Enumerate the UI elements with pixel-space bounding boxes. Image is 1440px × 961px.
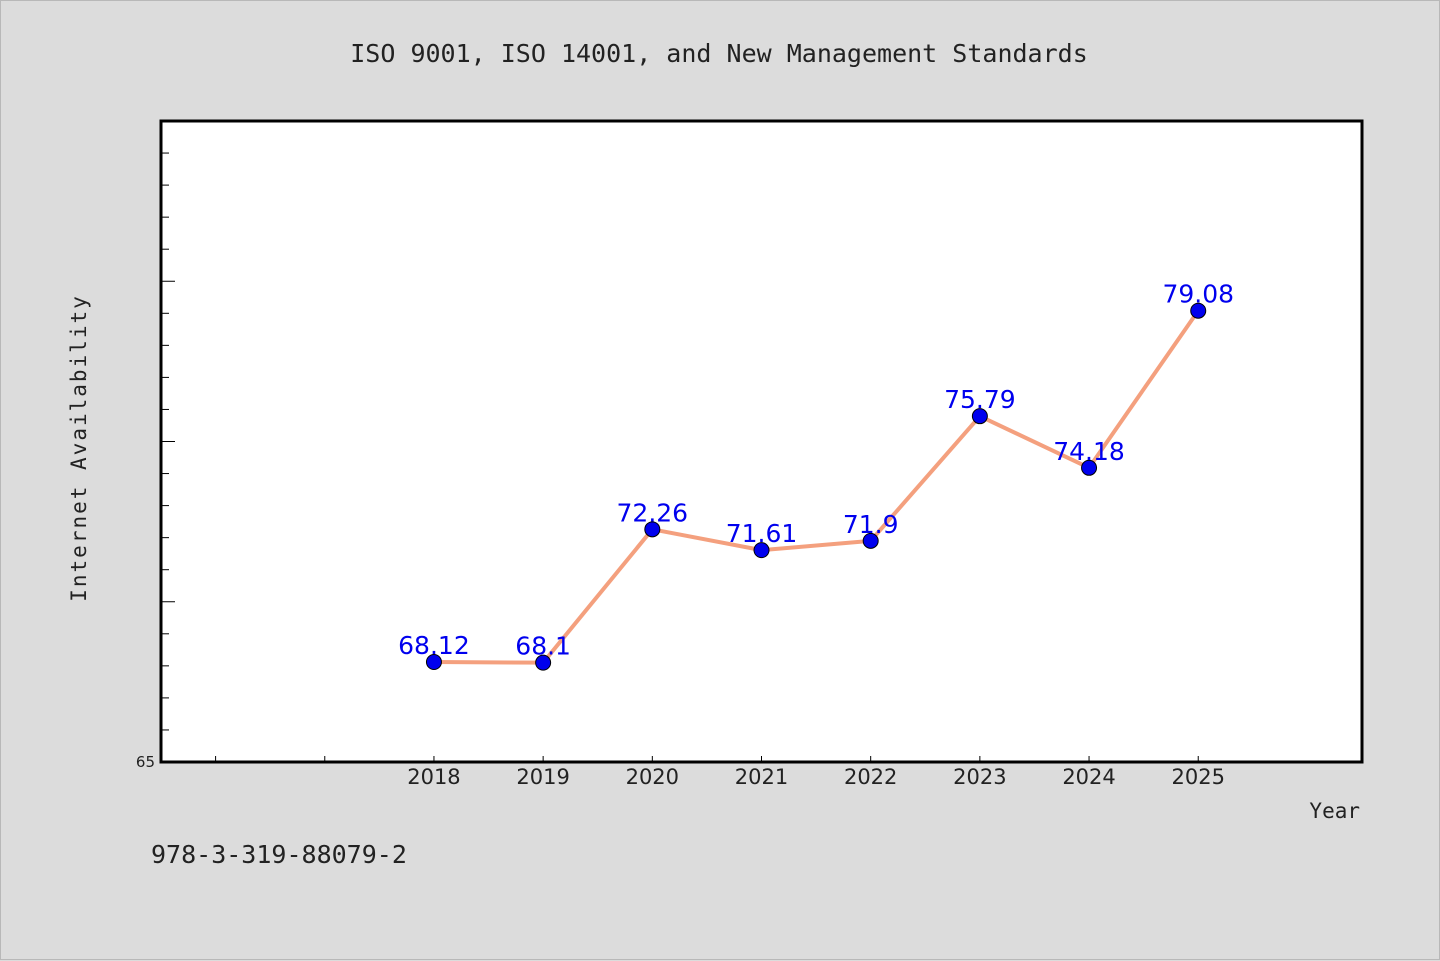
chart-title: ISO 9001, ISO 14001, and New Management … [350, 39, 1088, 68]
data-point [1081, 459, 1098, 476]
data-point [862, 532, 879, 549]
x-axis-label: Year [1309, 799, 1360, 823]
data-point [535, 654, 552, 671]
data-label: 71.9 [843, 510, 899, 539]
x-tick-label: 2020 [626, 765, 679, 789]
plot-area [159, 119, 1364, 764]
data-label: 68.12 [398, 631, 470, 660]
data-label: 71.61 [726, 519, 798, 548]
data-label: 75.79 [944, 385, 1016, 414]
x-tick-label: 2018 [407, 765, 460, 789]
data-label: 68.1 [515, 632, 571, 661]
data-point [753, 542, 770, 559]
y-tick-label: 65 [136, 753, 155, 771]
data-label: 74.18 [1053, 437, 1125, 466]
series-layer: 68.12 68.1 72.26 71.61 71.9 75.79 74.18 79.08 [398, 280, 1234, 671]
x-tick-label: 2023 [953, 765, 1006, 789]
data-point [1190, 302, 1207, 319]
x-tick-label: 2024 [1062, 765, 1115, 789]
x-tick-label: 2025 [1172, 765, 1225, 789]
series-line [433, 309, 1200, 665]
x-tick-label: 2019 [516, 765, 569, 789]
data-point [971, 408, 988, 425]
y-axis-label: Internet Availability [67, 294, 91, 602]
x-axis-ticks: 2018 2019 2020 2021 2022 2023 2024 2025 [215, 756, 1225, 789]
x-tick-label: 2022 [844, 765, 897, 789]
data-label: 72.26 [617, 498, 689, 527]
data-point [425, 654, 442, 671]
data-label: 79.08 [1162, 280, 1234, 309]
y-axis-ticks: 65 [136, 152, 175, 771]
x-tick-label: 2021 [735, 765, 788, 789]
data-point [644, 521, 661, 538]
footer-code: 978-3-319-88079-2 [151, 840, 407, 869]
